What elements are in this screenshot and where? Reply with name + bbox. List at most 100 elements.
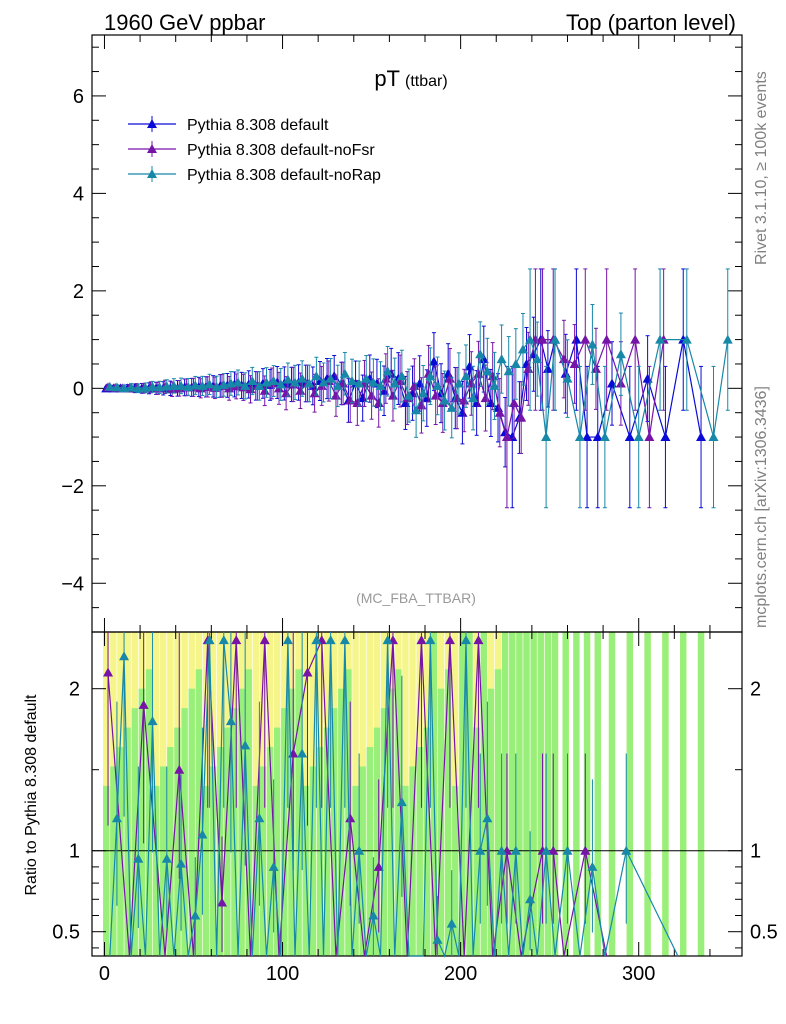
band-inner bbox=[217, 747, 224, 956]
data-point bbox=[633, 432, 644, 442]
data-point bbox=[439, 395, 450, 405]
data-point bbox=[471, 397, 482, 407]
data-point bbox=[311, 371, 322, 381]
band-inner bbox=[395, 669, 402, 956]
legend-entry-1: Pythia 8.308 default-noFsr bbox=[128, 141, 375, 159]
ratio-point bbox=[218, 635, 229, 645]
data-point bbox=[550, 334, 561, 344]
ratio-point bbox=[548, 845, 559, 855]
band-inner bbox=[124, 727, 131, 956]
band-inner bbox=[252, 785, 260, 956]
data-point bbox=[432, 380, 443, 390]
data-point bbox=[140, 382, 151, 392]
ratio-point bbox=[373, 861, 384, 871]
data-point bbox=[297, 373, 308, 383]
band-inner bbox=[274, 727, 281, 956]
band-inner bbox=[266, 747, 274, 956]
data-point bbox=[571, 334, 582, 344]
band-inner bbox=[523, 632, 530, 956]
data-point bbox=[218, 379, 229, 389]
data-point bbox=[395, 376, 406, 386]
data-point bbox=[708, 432, 719, 442]
data-point bbox=[352, 397, 363, 407]
ratio-point bbox=[176, 858, 187, 868]
band-inner bbox=[117, 747, 124, 956]
data-point bbox=[582, 432, 593, 442]
band-inner bbox=[501, 632, 509, 956]
data-point bbox=[176, 380, 187, 390]
band-inner bbox=[573, 632, 580, 956]
band-inner bbox=[152, 785, 160, 956]
data-point bbox=[446, 402, 457, 412]
data-point bbox=[517, 344, 528, 354]
data-point bbox=[290, 377, 301, 387]
ratio-point bbox=[345, 813, 356, 823]
data-point bbox=[478, 354, 489, 364]
band-inner bbox=[330, 708, 338, 956]
data-point bbox=[592, 432, 603, 442]
data-point bbox=[464, 361, 475, 371]
band-inner bbox=[551, 632, 559, 956]
band-inner bbox=[444, 669, 452, 956]
xtick-label: 200 bbox=[444, 963, 477, 985]
data-point bbox=[147, 381, 158, 391]
band-inner bbox=[409, 766, 416, 956]
band-inner bbox=[145, 669, 153, 956]
ratio-ytick-label: 0.5 bbox=[52, 922, 80, 944]
band-inner bbox=[494, 669, 502, 956]
ratio-point bbox=[587, 861, 598, 871]
plot-title: pT bbox=[374, 66, 400, 91]
ratio-point bbox=[541, 845, 552, 855]
ratio-point bbox=[147, 716, 158, 726]
band-inner bbox=[167, 747, 174, 956]
header-right: Top (parton level) bbox=[566, 10, 736, 35]
main-ytick-label: −4 bbox=[61, 573, 84, 595]
data-point bbox=[338, 378, 349, 388]
data-point bbox=[275, 379, 286, 389]
xtick-label: 0 bbox=[99, 963, 110, 985]
ratio-point bbox=[621, 845, 632, 855]
ratio-point bbox=[482, 813, 493, 823]
data-point bbox=[111, 382, 122, 392]
data-point bbox=[366, 390, 377, 400]
data-point bbox=[722, 334, 733, 344]
data-point bbox=[532, 354, 543, 364]
data-point bbox=[496, 354, 507, 364]
ratio-ytick-label-right: 0.5 bbox=[750, 922, 778, 944]
ratio-point bbox=[396, 797, 407, 807]
ratio-point bbox=[254, 813, 265, 823]
band-inner bbox=[323, 727, 331, 956]
data-point bbox=[345, 395, 356, 405]
ratio-point bbox=[259, 635, 270, 645]
data-point bbox=[418, 388, 429, 398]
legend: Pythia 8.308 default Pythia 8.308 default… bbox=[128, 116, 381, 184]
ratio-point bbox=[325, 635, 336, 645]
data-point bbox=[268, 376, 279, 386]
tick-labels: −4 −2 0 2 4 6 0 100 200 300 0.5 0.5 1 1 2 2 bbox=[52, 86, 778, 985]
data-point bbox=[523, 363, 534, 373]
data-point bbox=[574, 432, 585, 442]
data-point bbox=[453, 378, 464, 388]
data-point bbox=[537, 334, 548, 344]
ratio-point bbox=[174, 764, 185, 774]
band-inner bbox=[110, 766, 117, 956]
ratio-line bbox=[109, 640, 679, 958]
rivet-label: Rivet 3.1.10, ≥ 100k events bbox=[753, 71, 770, 265]
band-inner bbox=[138, 688, 146, 956]
data-point bbox=[421, 393, 432, 403]
data-point bbox=[655, 334, 666, 344]
band-inner bbox=[437, 688, 445, 956]
ratio-point bbox=[510, 845, 521, 855]
data-point bbox=[468, 393, 479, 403]
mcplots-label: mcplots.cern.ch [arXiv:1306.3436] bbox=[753, 386, 770, 628]
series-marks bbox=[101, 268, 733, 958]
xtick-label: 100 bbox=[266, 963, 299, 985]
data-point bbox=[339, 368, 350, 378]
ratio-point bbox=[103, 667, 114, 677]
band-inner bbox=[373, 727, 381, 956]
band-inner bbox=[473, 727, 480, 956]
data-point bbox=[332, 380, 343, 390]
data-point bbox=[233, 377, 244, 387]
band-inner bbox=[366, 747, 374, 956]
data-point bbox=[587, 339, 598, 349]
